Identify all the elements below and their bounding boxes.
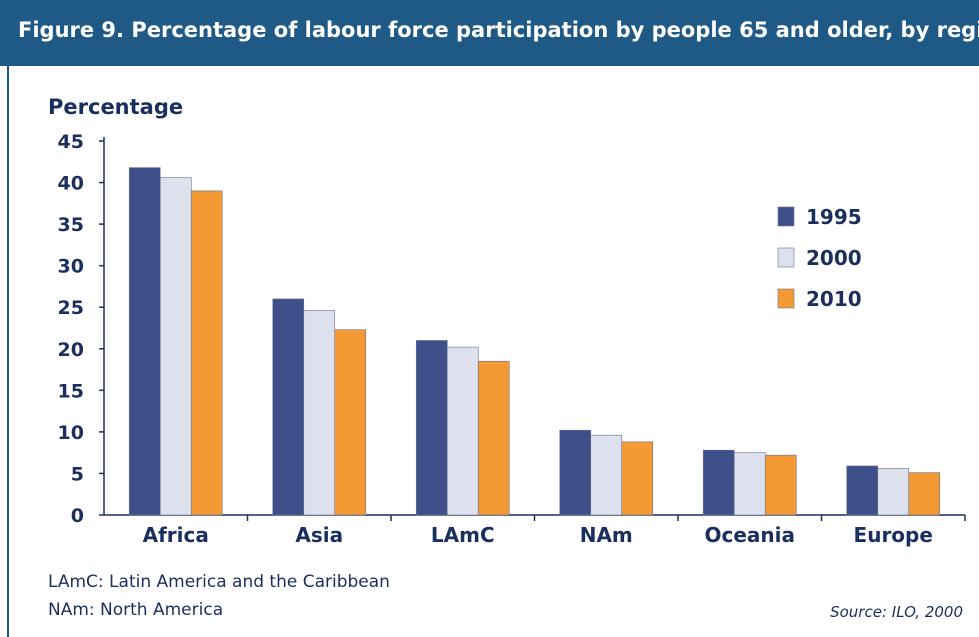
bar-1995-europe	[846, 465, 879, 516]
bar-1995-lamc	[415, 340, 448, 516]
figure-header: Figure 9. Percentage of labour force par…	[0, 0, 979, 66]
bar-2000-africa	[159, 177, 192, 516]
legend-swatch-2010	[777, 288, 795, 309]
x-tick-label: NAm	[580, 523, 633, 547]
x-tick-label: LAmC	[431, 523, 495, 547]
bar-2000-europe	[877, 468, 910, 516]
x-tick-label: Oceania	[704, 523, 795, 547]
frame-left-border	[7, 66, 9, 637]
y-tick-label: 10	[58, 422, 84, 444]
y-tick-label: 40	[58, 173, 84, 195]
bar-1995-oceania	[702, 449, 735, 516]
y-tick-label: 0	[71, 505, 84, 527]
y-tick-label: 25	[58, 297, 84, 319]
footnote-nam: NAm: North America	[48, 600, 224, 620]
figure-title: Figure 9. Percentage of labour force par…	[18, 18, 979, 42]
bar-2000-lamc	[446, 346, 479, 516]
bar-2000-oceania	[733, 452, 766, 516]
bar-2010-africa	[190, 190, 223, 516]
bar-2010-nam	[621, 441, 654, 516]
bar-2010-asia	[334, 329, 367, 516]
y-axis-label: Percentage	[48, 95, 183, 119]
legend-swatch-1995	[777, 206, 795, 227]
legend-swatch-2000	[777, 247, 795, 268]
bar-2010-oceania	[764, 454, 797, 516]
x-tick-label: Africa	[143, 523, 209, 547]
bar-2010-europe	[908, 472, 941, 516]
bar-1995-nam	[559, 429, 592, 516]
bar-2000-nam	[590, 434, 623, 516]
footnote-lamc: LAmC: Latin America and the Caribbean	[48, 572, 390, 592]
y-tick-label: 30	[58, 256, 84, 278]
x-tick-label: Asia	[295, 523, 343, 547]
legend-label-2000: 2000	[806, 246, 862, 270]
bar-1995-asia	[272, 298, 305, 516]
bar-1995-africa	[128, 167, 161, 516]
bar-2000-asia	[303, 310, 336, 516]
y-tick-label: 45	[58, 131, 84, 153]
bar-2010-lamc	[477, 360, 510, 516]
y-tick-label: 15	[58, 380, 84, 402]
source-note: Source: ILO, 2000	[830, 603, 963, 621]
y-tick-label: 5	[71, 463, 84, 485]
y-tick-label: 35	[58, 214, 84, 236]
x-tick-label: Europe	[854, 523, 933, 547]
y-tick-label: 20	[58, 339, 84, 361]
legend-label-2010: 2010	[806, 287, 862, 311]
legend-label-1995: 1995	[806, 205, 862, 229]
bar-chart: Percentage 0 5 10 15 20 25 30 35 40 45 Africa Asia LA…	[48, 95, 966, 547]
